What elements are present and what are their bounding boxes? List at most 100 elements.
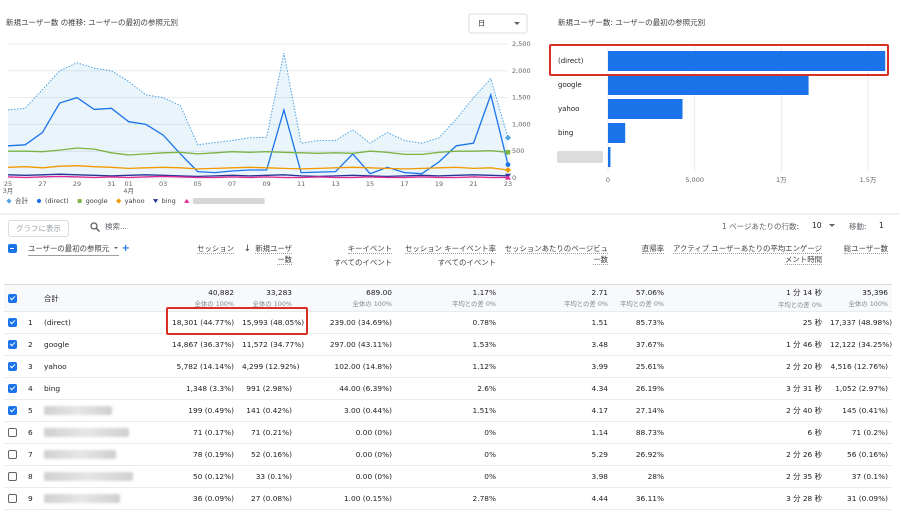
dimension-select[interactable]: ユーザーの最初の参照元 [28, 243, 120, 256]
table-row: 2 google 14,867 (36.37%) 11,572 (34.77%) 297… [4, 333, 892, 356]
total-cell: 2.71 平均との差 0% [500, 284, 612, 312]
category-label: google [558, 81, 582, 89]
bar [608, 99, 683, 119]
checkbox-cell [4, 355, 24, 378]
row-name-redacted [44, 494, 120, 504]
x-tick-label: 21 [469, 180, 477, 188]
total-cell: 1.17% 平均との差 0% [396, 284, 500, 312]
total-value: 1.17% [472, 288, 496, 297]
total-label: 合計 [40, 284, 168, 312]
total-value: 57.06% [635, 288, 664, 297]
row-cell: 11,572 (34.77%) [238, 333, 304, 356]
checkbox[interactable] [8, 243, 17, 253]
checkbox[interactable] [8, 472, 17, 482]
row-name-redacted [44, 428, 129, 438]
row-cell: 1.51% [396, 399, 500, 422]
table-body: 合計 40,882 全体の 100% 33,283 全体の 100% 689.00 全体の … [4, 284, 892, 510]
row-name [40, 399, 168, 422]
checkbox[interactable] [8, 494, 17, 504]
column-header[interactable]: ↓ 新規ユーザー数 [238, 238, 296, 285]
legend-symbol [36, 198, 42, 204]
row-cell: 2 分 20 秒 [668, 355, 826, 378]
row-cell: 0% [396, 421, 500, 444]
row-cell: 78 (0.19%) [168, 443, 238, 466]
column-header[interactable]: キーイベントすべてのイベント [296, 238, 396, 285]
plot-button[interactable]: グラフに表示 [8, 220, 69, 237]
checkbox-cell [4, 465, 24, 488]
row-cell: 4,516 (12.76%) [826, 355, 892, 378]
row-cell: 102.00 (14.8%) [296, 355, 396, 378]
row-cell: 239.00 (34.69%) [296, 311, 396, 334]
x-tick-label: 09 [262, 180, 270, 188]
row-index: 8 [24, 465, 40, 488]
row-cell: 33 (0.1%) [238, 465, 296, 488]
row-cell: 297.00 (43.11%) [296, 333, 396, 356]
row-name-redacted [44, 472, 133, 482]
legend-symbol [152, 199, 159, 204]
period-select-label[interactable]: 日 [478, 20, 485, 28]
legend-symbol [77, 199, 82, 203]
period-select[interactable] [468, 13, 528, 34]
total-cell: 35,396 全体の 100% [826, 284, 892, 312]
row-cell: 25 秒 [668, 311, 826, 334]
column-header[interactable]: アクティブ ユーザーあたりの平均エンゲージメント時間 [668, 238, 826, 285]
highlight-box [549, 44, 889, 76]
legend-symbol [116, 198, 122, 204]
rows-per-page-select[interactable]: 10 [812, 221, 822, 230]
checkbox[interactable] [8, 406, 17, 416]
total-note: 平均との差 0% [563, 300, 608, 308]
table-row: 6 71 (0.17%) 71 (0.21%) 0.00 (0%) 0% 1.14 88.7… [4, 421, 892, 444]
checkbox[interactable] [8, 318, 17, 328]
search-input[interactable]: 検索... [105, 222, 128, 231]
column-subtitle[interactable]: すべてのイベント [437, 258, 496, 267]
row-cell: 5,782 (14.14%) [168, 355, 238, 378]
checkbox[interactable] [8, 293, 17, 303]
row-cell: 0.00 (0%) [296, 443, 396, 466]
y-tick-label: 1,500 [512, 94, 531, 102]
select-all[interactable] [4, 238, 24, 285]
checkbox[interactable] [8, 384, 17, 394]
column-header[interactable]: セッション [168, 238, 238, 285]
checkbox[interactable] [8, 428, 17, 438]
column-title: キーイベント [347, 244, 392, 254]
column-title: セッションあたりのページビュー数 [504, 244, 608, 265]
total-note: 平均との差 0% [451, 300, 496, 308]
row-name: (direct) [40, 311, 168, 334]
row-cell: 31 (0.09%) [826, 487, 892, 510]
legend-label: (direct) [45, 197, 69, 205]
column-header[interactable]: セッション キーイベント率 すべてのイベント [396, 238, 500, 285]
row-cell: 2 分 26 秒 [668, 443, 826, 466]
index-cell [24, 284, 40, 312]
dropdown-caret [514, 22, 520, 25]
row-index: 1 [24, 311, 40, 334]
column-subtitle[interactable]: すべてのイベント [333, 258, 392, 267]
add-dimension-button[interactable]: + [121, 243, 130, 254]
row-cell: 56 (0.16%) [826, 443, 892, 466]
checkbox[interactable] [8, 450, 17, 460]
row-name [40, 465, 168, 488]
column-header[interactable]: 直帰率 [612, 238, 668, 285]
row-cell: 3.48 [500, 333, 612, 356]
x-tick-label: 25 [4, 180, 12, 188]
dropdown-caret [829, 224, 835, 227]
row-cell: 52 (0.16%) [238, 443, 296, 466]
goto-input[interactable]: 1 [879, 221, 884, 230]
row-cell: 3.98 [500, 465, 612, 488]
checkbox-cell [4, 284, 24, 312]
highlight-box [166, 307, 308, 335]
column-header[interactable]: セッションあたりのページビュー数 [500, 238, 612, 285]
row-name-text: google [44, 340, 70, 349]
checkbox[interactable] [8, 362, 17, 372]
x-tick-label: 29 [73, 180, 81, 188]
column-header[interactable]: 総ユーザー数 [826, 238, 892, 285]
total-note: 平均との差 0% [777, 301, 822, 309]
row-cell: 12,122 (34.25%) [826, 333, 892, 356]
end-marker [505, 175, 511, 180]
row-name: yahoo [40, 355, 168, 378]
row-index: 6 [24, 421, 40, 444]
end-marker [505, 134, 511, 141]
table-toolbar: グラフに表示 検索... 1 ページあたりの行数: 10 移動: 1 [0, 218, 900, 238]
checkbox[interactable] [8, 340, 17, 350]
y-tick-label: 0 [512, 174, 516, 182]
series-line [7, 52, 509, 146]
